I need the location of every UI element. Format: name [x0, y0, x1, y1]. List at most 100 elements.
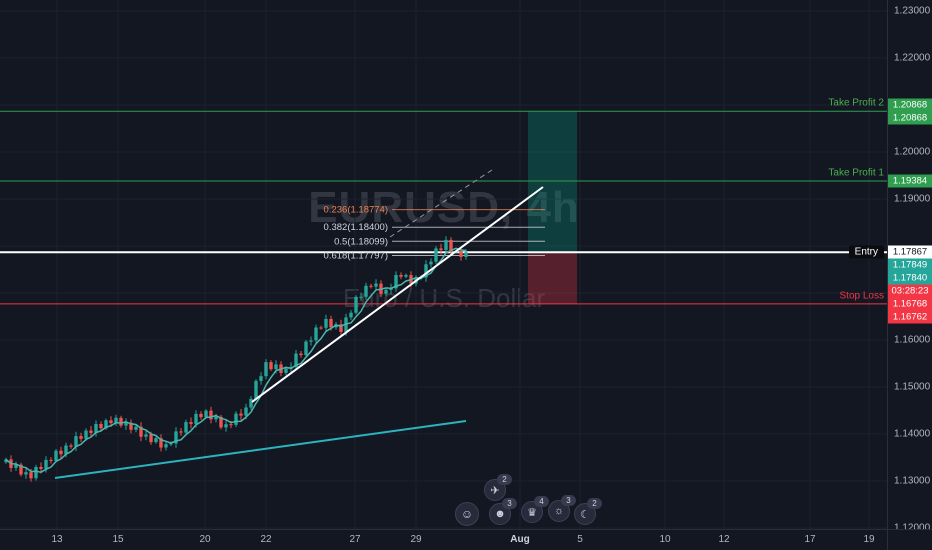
time-axis-label: 17: [804, 534, 816, 545]
candle-body: [104, 420, 108, 429]
price-axis-badge: 03:28:23: [888, 284, 932, 298]
fib-level-label: 0.382(1.18400): [324, 222, 388, 233]
price-axis-tick: 1.20000: [894, 146, 931, 158]
candle-body: [159, 438, 163, 448]
candle-body: [239, 413, 243, 416]
candle-body: [154, 438, 158, 443]
candle-body: [319, 327, 323, 329]
candle-body: [169, 443, 173, 445]
price-axis-tick: 1.14000: [894, 428, 931, 440]
candle-body: [204, 410, 208, 417]
candle-body: [309, 340, 313, 342]
candle-body: [244, 407, 248, 416]
candle-body: [404, 275, 408, 277]
long-position-profit-zone[interactable]: [528, 111, 577, 253]
time-axis-label: 12: [718, 534, 730, 545]
candle-body: [94, 424, 98, 433]
time-axis-label: 15: [112, 534, 124, 545]
cyan-trend-line[interactable]: [54, 420, 467, 479]
candle-body: [394, 275, 398, 289]
time-axis-label: 13: [51, 534, 63, 545]
candle-body: [164, 444, 168, 448]
candle-body: [259, 376, 263, 381]
white-trend-line[interactable]: [251, 186, 544, 403]
candle-body: [229, 424, 233, 426]
candle-body: [349, 312, 353, 318]
candle-body: [44, 459, 48, 469]
price-axis-badge: 1.20868: [888, 98, 932, 112]
candle-body: [99, 424, 103, 429]
price-axis-badge: 1.17867: [888, 245, 932, 259]
candle-body: [4, 459, 8, 463]
chart-pane[interactable]: EURUSD, 4h Euro / U.S. Dollar 0.236(1.18…: [0, 0, 888, 530]
candle-body: [374, 283, 378, 287]
time-axis-label: 27: [349, 534, 361, 545]
candle-body: [109, 420, 113, 424]
fib-level-label: 0.618(1.17797): [324, 251, 388, 262]
candle-body: [329, 319, 333, 328]
time-axis-label: 22: [260, 534, 272, 545]
candle-body: [294, 353, 298, 367]
candle-body: [324, 319, 328, 328]
price-chart-canvas[interactable]: 0.236(1.18774) 0.382(1.18400) 0.5(1.18099)…: [0, 0, 888, 530]
candle-body: [299, 353, 303, 355]
candle-body: [249, 398, 253, 408]
price-axis-tick: 1.22000: [894, 52, 931, 64]
price-axis-badge: 1.17840: [888, 271, 932, 285]
price-axis-badge: 1.16768: [888, 297, 932, 311]
candle-body: [69, 445, 73, 447]
candle-body: [359, 296, 363, 298]
candle-body: [54, 450, 58, 461]
fib-level-label: 0.5(1.18099): [334, 236, 388, 247]
time-axis-label: Aug: [510, 534, 530, 545]
time-axis-label: 29: [410, 534, 422, 545]
long-position-loss-zone[interactable]: [528, 252, 577, 304]
candle-body: [89, 430, 93, 433]
candle-body: [59, 450, 63, 455]
candle-body: [399, 275, 403, 277]
candle-body: [119, 417, 123, 426]
candle-body: [114, 417, 118, 424]
price-axis-tick: 1.13000: [894, 475, 931, 487]
time-axis[interactable]: 13 15 20 22 27 29 Aug 5 10 12 17 19: [0, 529, 888, 550]
candle-body: [29, 472, 33, 479]
candle-body: [184, 422, 188, 433]
candle-body: [314, 327, 318, 341]
time-axis-label: 5: [577, 534, 583, 545]
candle-body: [209, 410, 213, 420]
price-axis[interactable]: 1.23000 1.22000 1.20000 1.19000 1.16000 1.150…: [887, 0, 932, 534]
candle-body: [214, 416, 218, 420]
price-axis-badge: 1.20868: [888, 111, 932, 125]
price-axis-tick: 1.23000: [894, 5, 931, 17]
candle-body: [179, 431, 183, 433]
price-axis-badge: 1.16762: [888, 310, 932, 324]
candle-body: [14, 464, 18, 468]
candle-body: [19, 464, 23, 475]
candle-body: [34, 467, 38, 479]
candle-body: [149, 434, 153, 443]
candle-body: [304, 341, 308, 355]
candle-body: [369, 285, 373, 287]
moving-average-line[interactable]: [5, 247, 467, 473]
candle-body: [64, 445, 68, 455]
candle-body: [364, 285, 368, 297]
dashed-projection-line[interactable]: [389, 167, 496, 238]
price-axis-tick: 1.16000: [894, 334, 931, 346]
candle-body: [449, 239, 453, 253]
candle-body: [24, 472, 28, 475]
candle-body: [429, 261, 433, 265]
candle-body: [424, 264, 428, 278]
candle-body: [129, 422, 133, 430]
time-axis-label: 19: [863, 534, 875, 545]
candle-body: [219, 416, 223, 428]
axis-corner: [887, 529, 932, 550]
candle-body: [49, 459, 53, 461]
price-axis-badge: 1.19384: [888, 174, 932, 188]
candle-body: [174, 431, 178, 444]
candle-body: [134, 426, 138, 430]
price-axis-tick: 1.15000: [894, 381, 931, 393]
candle-body: [284, 368, 288, 373]
candle-body: [384, 289, 388, 294]
candle-body: [39, 467, 43, 469]
candle-body: [444, 239, 448, 250]
